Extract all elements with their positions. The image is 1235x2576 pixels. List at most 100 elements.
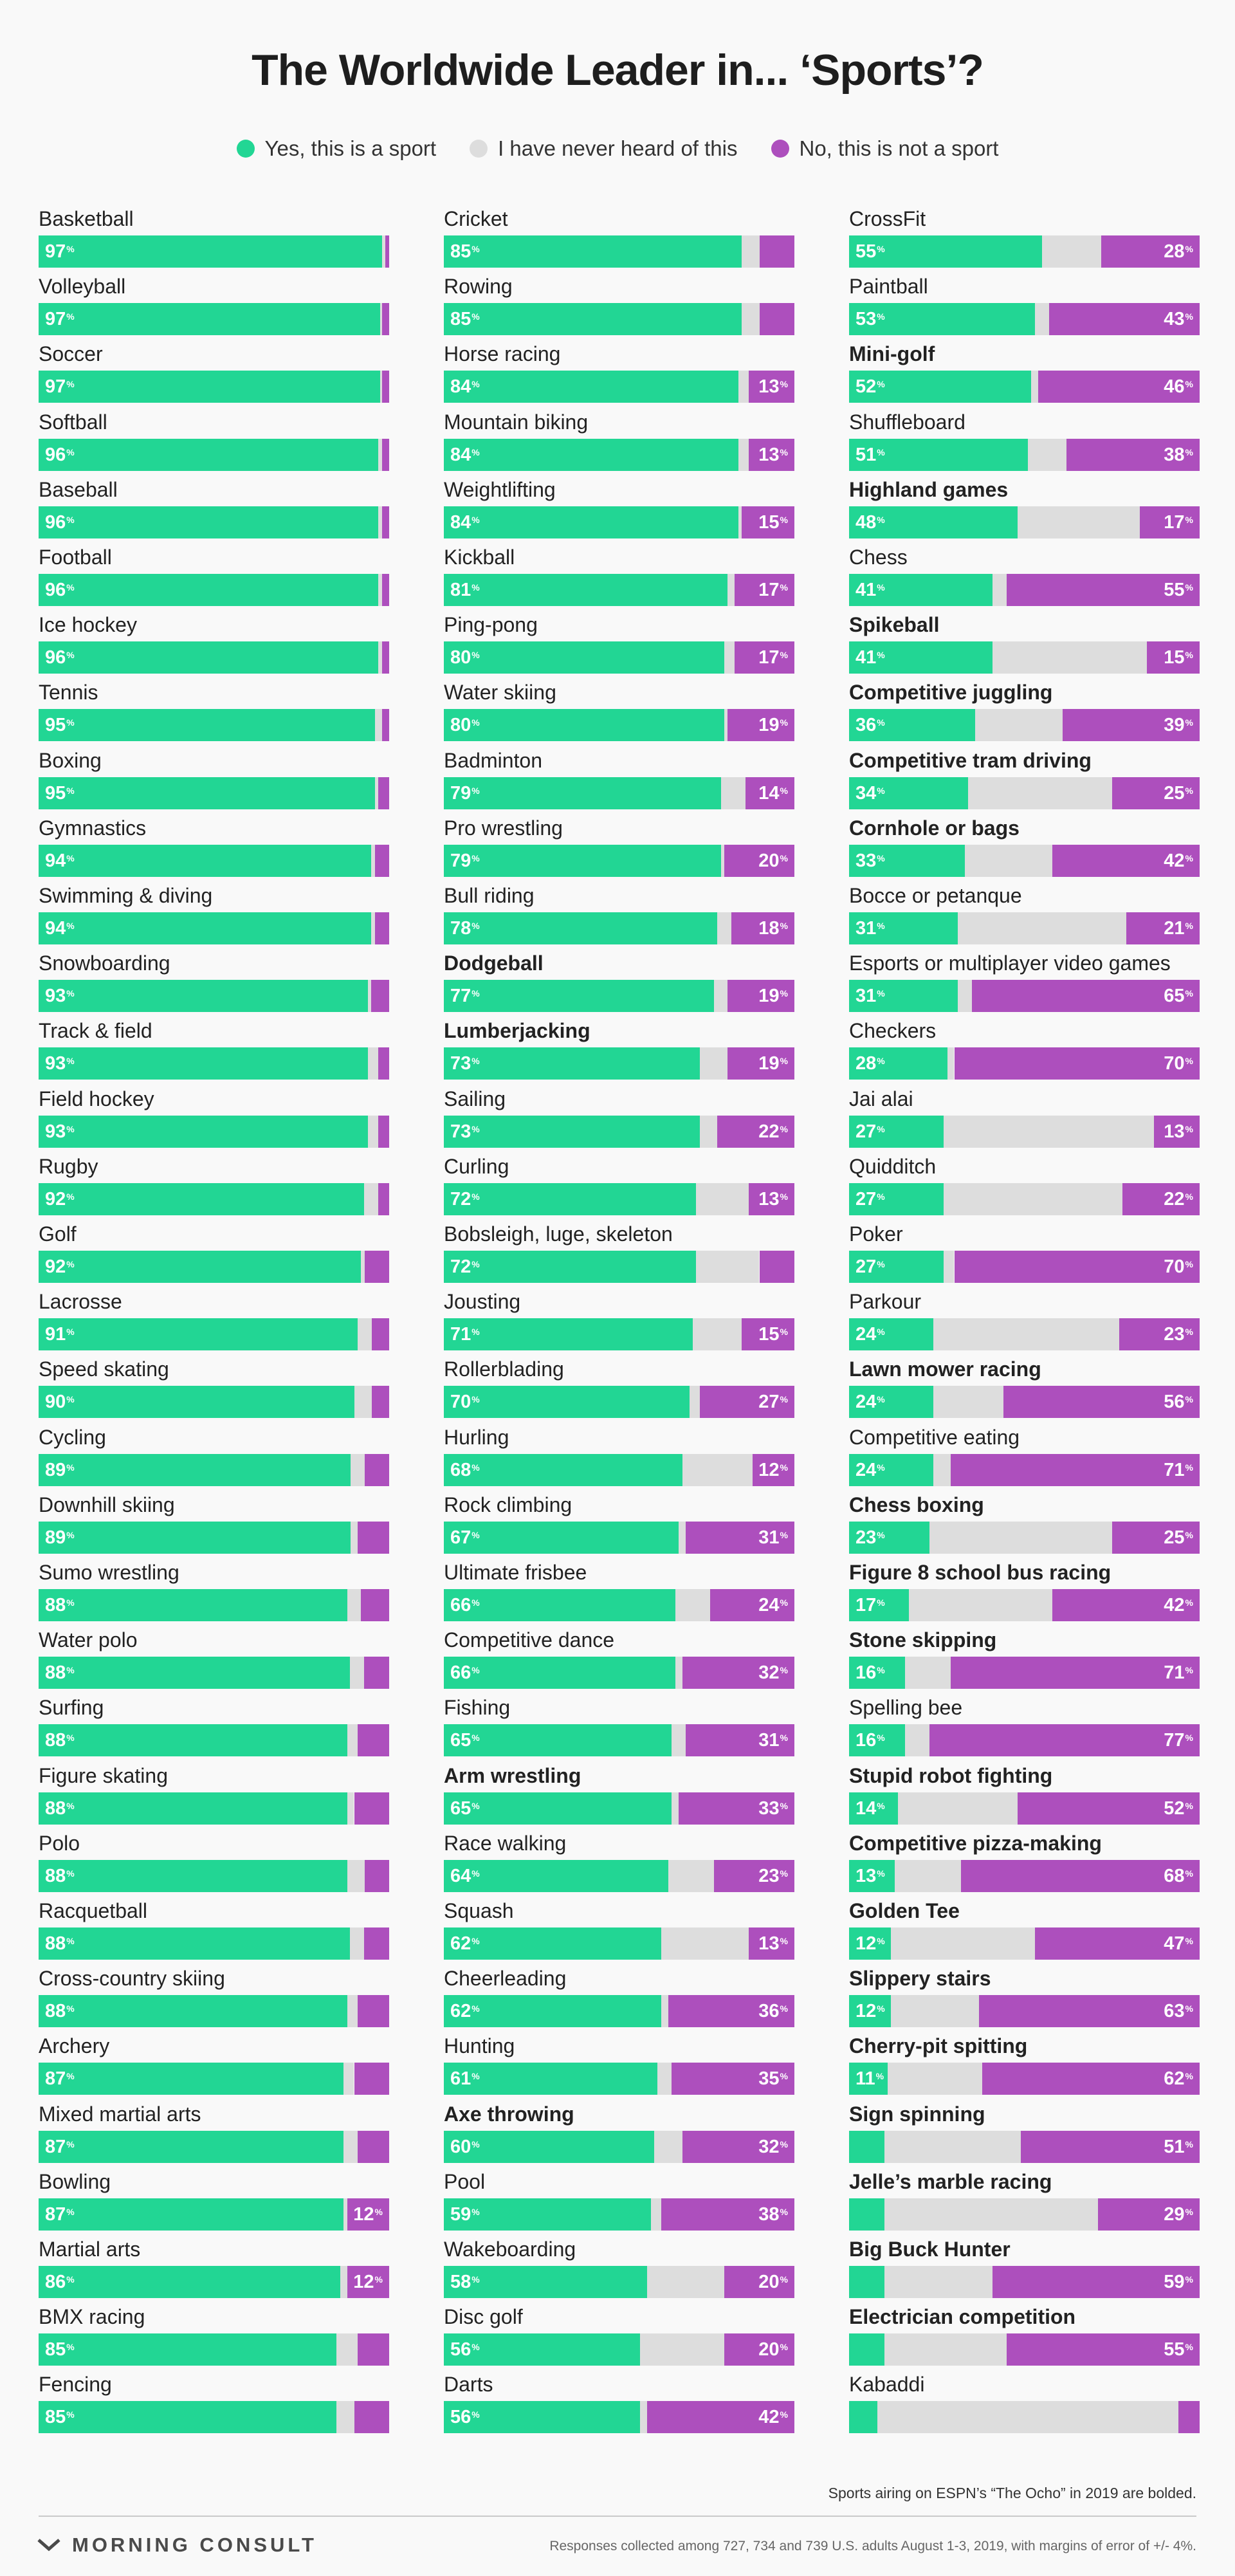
bar-segment-yes (39, 1182, 365, 1215)
bar-segment-yes (444, 1521, 679, 1554)
bar-segment-never (675, 1657, 682, 1689)
bar-segment-no (724, 844, 794, 877)
bar-segment-never (699, 1047, 728, 1080)
stacked-bar: 96% (39, 574, 389, 606)
chart-row: Jousting 71% 15% (444, 1289, 794, 1351)
bar-segment-no (749, 438, 794, 471)
value-label-no: 15% (1164, 647, 1193, 668)
percent-sign: % (780, 1800, 788, 1811)
stacked-bar: 94% (39, 844, 389, 877)
category-label: Competitive eating (849, 1425, 1020, 1449)
value-label-yes: 97% (45, 241, 75, 262)
value-label-no: 15% (758, 511, 788, 533)
stacked-bar: 62% 13% (444, 1927, 794, 1960)
bar-segment-yes (39, 1115, 368, 1148)
chart-row: Surfing 88% (39, 1695, 389, 1757)
bar-segment-yes (39, 777, 375, 809)
bar-segment-never (947, 1047, 955, 1080)
percent-sign: % (1185, 2003, 1193, 2014)
percent-sign: % (780, 2139, 788, 2149)
bar-segment-yes (39, 371, 381, 403)
bar-segment-yes (849, 371, 1032, 403)
chart-row: Figure skating 88% (39, 1763, 389, 1825)
bar-segment-never (692, 1318, 742, 1351)
value-label-yes: 84% (450, 376, 480, 398)
bar-segment-never (696, 1251, 760, 1283)
percent-sign: % (66, 244, 75, 254)
bar-segment-never (884, 2198, 1098, 2231)
percent-sign: % (1185, 311, 1193, 322)
stacked-bar: 51% (849, 2130, 1200, 2163)
category-label: Weightlifting (444, 477, 556, 501)
bar-segment-no (1112, 1521, 1200, 1554)
bar-segment-never (713, 980, 728, 1013)
chart-row: Spelling bee 16% 77% (849, 1695, 1200, 1757)
legend-label-no: No, this is not a sport (799, 136, 999, 160)
bar-segment-no (364, 1453, 389, 1486)
bar-segment-yes (444, 2333, 641, 2366)
bar-segment-never (933, 1386, 1003, 1419)
value-label-yes: 78% (450, 918, 480, 939)
bar-segment-no (1147, 641, 1200, 674)
category-label: Water polo (39, 1628, 138, 1652)
bar-segment-never (343, 2063, 354, 2095)
bar-segment-no (378, 1047, 389, 1080)
value-label-no: 18% (758, 918, 788, 939)
bar-segment-no (749, 1182, 794, 1215)
bar-segment-yes (444, 641, 724, 674)
bar-segment-no (381, 506, 389, 538)
value-label-no: 32% (758, 1662, 788, 1684)
bar-segment-yes (444, 1724, 672, 1757)
bar-segment-no (1052, 1589, 1200, 1621)
bar-segment-yes (39, 980, 368, 1013)
category-label: Bobsleigh, luge, skeleton (444, 1222, 673, 1246)
chart-row: Esports or multiplayer video games 31% 65% (849, 950, 1200, 1013)
bar-segment-yes (444, 235, 742, 268)
percent-sign: % (471, 1462, 480, 1473)
category-label: Stupid robot fighting (849, 1763, 1053, 1787)
stacked-bar: 95% (39, 709, 389, 742)
stacked-bar: 97% (39, 303, 389, 336)
stacked-bar: 36% 39% (849, 709, 1200, 742)
bar-segment-yes (444, 1927, 661, 1960)
stacked-bar: 90% (39, 1386, 389, 1419)
bar-segment-yes (849, 506, 1018, 538)
legend-swatch-never (470, 140, 488, 158)
bar-segment-no (357, 1521, 389, 1554)
stacked-bar: 96% (39, 506, 389, 538)
bar-segment-never (354, 1386, 372, 1419)
chart-row: Snowboarding 93% (39, 950, 389, 1013)
percent-sign: % (1185, 852, 1193, 863)
bar-segment-yes (444, 2401, 641, 2434)
bar-segment-yes (39, 2063, 344, 2095)
bar-segment-never (343, 2130, 358, 2163)
stacked-bar: 23% 25% (849, 1521, 1200, 1554)
stacked-bar: 72% (444, 1251, 794, 1283)
bar-segment-yes (39, 1521, 351, 1554)
stacked-bar: 70% 27% (444, 1386, 794, 1419)
bar-segment-never (689, 1386, 700, 1419)
bar-segment-yes (444, 1386, 690, 1419)
value-label-yes: 92% (45, 1188, 75, 1210)
percent-sign: % (66, 988, 75, 999)
bar-segment-no (731, 912, 794, 944)
stacked-bar: 41% 15% (849, 641, 1200, 674)
chart-row: Rollerblading 70% 27% (444, 1356, 794, 1419)
bar-segment-yes (444, 1589, 675, 1621)
value-label-no: 55% (1164, 2339, 1193, 2360)
value-label-yes: 97% (45, 376, 75, 398)
bar-segment-yes (39, 844, 372, 877)
value-label-yes: 28% (855, 1053, 885, 1074)
bar-segment-never (378, 641, 382, 674)
bar-segment-never (742, 235, 760, 268)
category-label: Fishing (444, 1696, 511, 1720)
stacked-bar: 27% 70% (849, 1251, 1200, 1283)
category-label: Badminton (444, 748, 542, 772)
bar-segment-no (382, 303, 389, 336)
bar-segment-no (1021, 2130, 1200, 2163)
chart-row: Poker 27% 70% (849, 1221, 1200, 1283)
value-label-yes: 14% (855, 1798, 885, 1819)
percent-sign: % (1185, 2206, 1193, 2217)
value-label-yes: 55% (855, 241, 885, 262)
chart-row: Mini-golf 52% 46% (849, 341, 1200, 403)
